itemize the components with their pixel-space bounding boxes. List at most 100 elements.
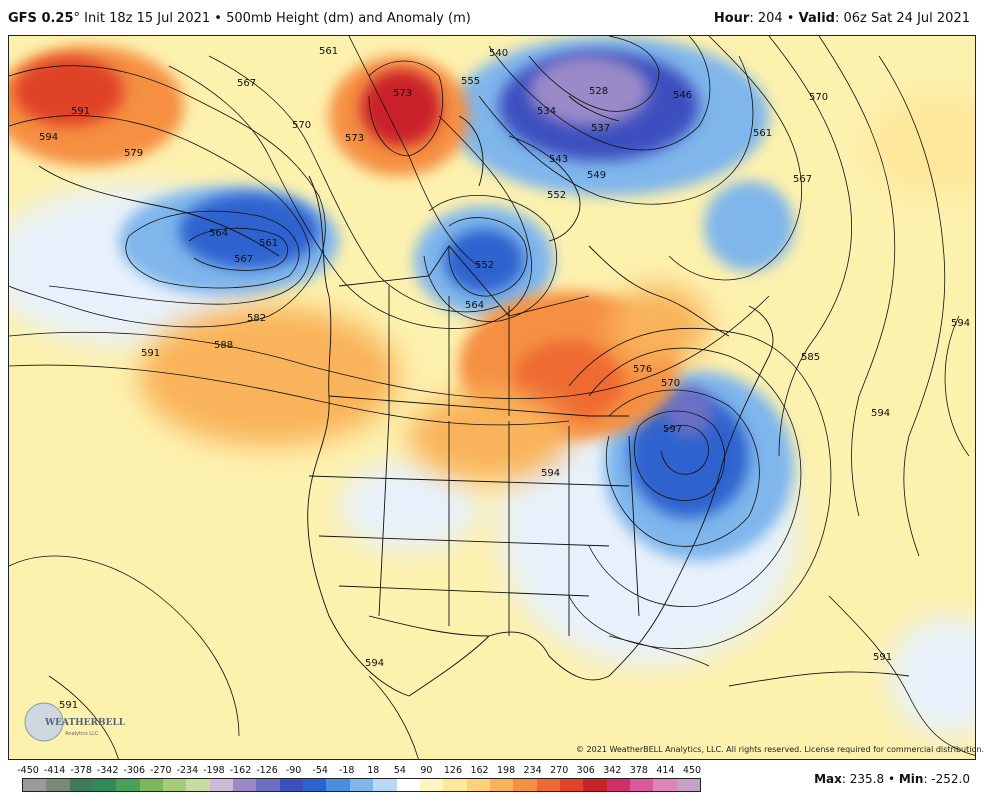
contour-line [168, 65, 532, 329]
logo-globe-icon [24, 702, 64, 742]
contour-label: 591 [71, 106, 90, 117]
alaska-coast [38, 165, 280, 257]
legend-tick-label: 18 [367, 765, 380, 776]
legend-tick-labels: -450 -414 -378 -342 -306 -270 -234 -198 -162 -126… [14, 765, 714, 779]
colorbar-swatch [233, 779, 257, 791]
state-line [378, 415, 390, 617]
contour-line [878, 55, 946, 557]
anomaly-low-hudson-core [444, 229, 524, 293]
contour-label: 546 [673, 90, 692, 101]
contour-line [606, 389, 760, 547]
contour-line [660, 424, 709, 475]
anomaly-high-quebec [609, 286, 709, 366]
contour-line [528, 36, 660, 112]
legend-tick-label: 198 [497, 765, 516, 776]
logo-text: WEATHERBELL [44, 718, 126, 728]
colorbar-swatch [559, 779, 584, 791]
legend-tick-label: -414 [43, 765, 66, 776]
map-canvas: 594 591 579 567 561 564 567 570 573 573 … [9, 36, 975, 759]
colorbar-swatch [23, 779, 47, 791]
state-line [318, 535, 610, 547]
separator: • [887, 772, 896, 786]
contour-label: 576 [633, 364, 652, 375]
contour-label: 561 [753, 128, 772, 139]
legend-tick-label: -54 [312, 765, 328, 776]
colorbar-swatch [139, 779, 164, 791]
colorbar-swatch [653, 779, 677, 791]
contour-line [634, 410, 726, 501]
contour-label: 570 [292, 120, 311, 131]
legend-tick-label: -450 [17, 765, 39, 776]
header-bar: GFS 0.25° Init 18z 15 Jul 2021 • 500mb H… [0, 0, 984, 34]
colorbar-swatch [583, 779, 607, 791]
west-coastline [307, 175, 410, 697]
title-right: Hour: 204 • Valid: 06z Sat 24 Jul 2021 [714, 11, 970, 26]
contour-line [668, 36, 802, 281]
contour-label: 537 [591, 123, 610, 134]
colorbar-swatch [629, 779, 654, 791]
hour-value: : 204 [749, 11, 783, 26]
max-min-stats: Max: 235.8 • Min: -252.0 [814, 772, 970, 786]
anomaly-high-greatlakes-core [514, 341, 624, 421]
height-contours [9, 36, 975, 759]
contour-line [768, 36, 852, 457]
contour-label: 585 [801, 352, 820, 363]
contour-line [944, 315, 970, 457]
contour-label: 588 [214, 340, 233, 351]
colorbar-swatch [93, 779, 117, 791]
east-coastline [408, 305, 774, 697]
anomaly-colorbar [22, 778, 701, 792]
state-line [308, 475, 630, 487]
contour-line [368, 675, 419, 759]
contour-line [478, 55, 754, 205]
colorbar-swatch [69, 779, 94, 791]
valid-label: Valid [798, 11, 835, 26]
contour-label: 528 [589, 86, 608, 97]
colorbar-swatch [396, 779, 420, 791]
contour-line [9, 65, 326, 328]
legend-tick-label: 414 [656, 765, 675, 776]
contour-line [818, 36, 896, 517]
colorbar-swatch [163, 779, 187, 791]
colorbar-swatch [326, 779, 350, 791]
contour-label: 591 [873, 652, 892, 663]
anomaly-high-yukon-core [361, 70, 441, 146]
contour-label: 570 [661, 378, 680, 389]
contour-label: 567 [234, 254, 253, 265]
contour-label: 594 [541, 468, 560, 479]
contour-label: 591 [141, 348, 160, 359]
hour-label: Hour [713, 11, 750, 26]
contour-line [9, 364, 570, 426]
contour-line [208, 55, 500, 313]
product-name: 500mb Height (dm) and Anomaly (m) [226, 11, 471, 26]
anomaly-low-northeast-center [664, 386, 714, 436]
state-line [628, 435, 640, 617]
contour-line [588, 347, 802, 608]
init-time: Init 18z 15 Jul 2021 [84, 11, 211, 26]
colorbar-swatch [443, 779, 467, 791]
contour-label: 561 [259, 238, 278, 249]
model-name: GFS 0.25 [8, 11, 74, 26]
colorbar-swatch [513, 779, 537, 791]
colorbar-swatch [279, 779, 304, 791]
anomaly-map: 594 591 579 567 561 564 567 570 573 573 … [8, 35, 976, 760]
contour-label-group: 594 591 579 567 561 564 567 570 573 573 … [39, 46, 970, 711]
contour-label: 543 [549, 154, 568, 165]
contour-label: 552 [547, 190, 566, 201]
colorbar-swatch [209, 779, 234, 791]
legend-tick-label: -90 [285, 765, 302, 776]
contour-label: 555 [461, 76, 480, 87]
legend-tick-label: 234 [523, 765, 542, 776]
legend-tick-label: -126 [256, 765, 278, 776]
contour-line [188, 227, 289, 271]
contour-label: 549 [587, 170, 606, 181]
contour-label: 564 [465, 300, 484, 311]
anomaly-pale-plains [339, 461, 479, 551]
legend-tick-label: -162 [229, 765, 252, 776]
cuba-outline [608, 635, 710, 667]
contour-label: 582 [247, 313, 266, 324]
legend-tick-label: 378 [629, 765, 648, 776]
contour-label: 534 [537, 106, 556, 117]
legend-tick-label: -234 [176, 765, 199, 776]
colorbar-swatch [489, 779, 514, 791]
